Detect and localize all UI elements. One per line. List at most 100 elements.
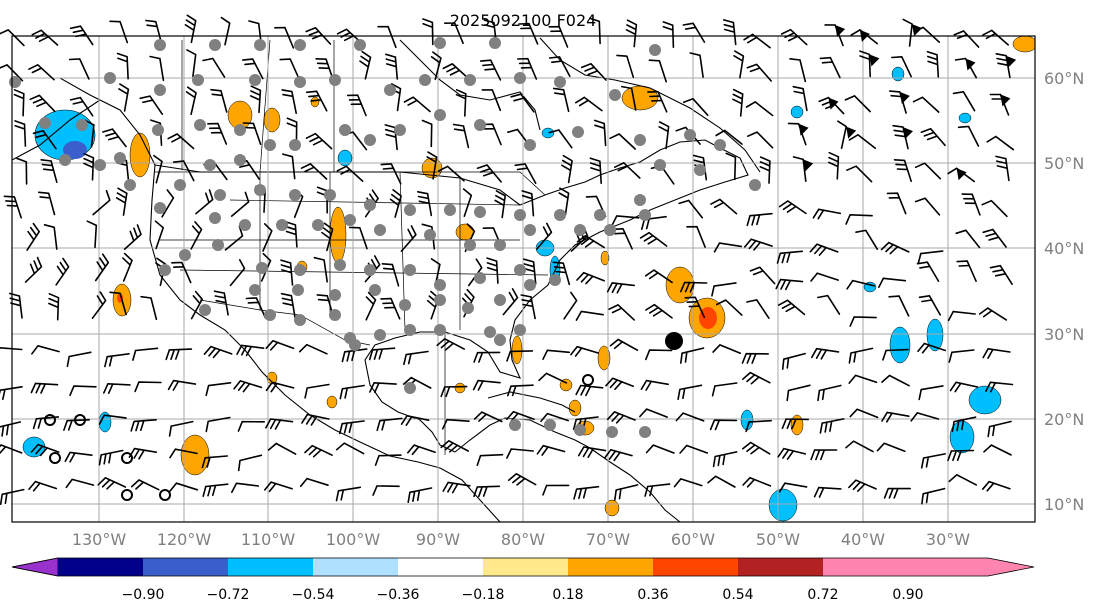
lon-label-50w: 50°W xyxy=(756,530,800,549)
wind-barb xyxy=(725,152,737,181)
station-dot xyxy=(249,74,261,86)
wind-barb xyxy=(48,293,60,321)
station-dot xyxy=(434,279,446,291)
wind-barb xyxy=(346,94,367,117)
wind-barb xyxy=(792,85,808,112)
wind-barb xyxy=(552,261,571,286)
station-dot xyxy=(256,262,268,274)
wind-barb xyxy=(548,129,573,149)
wind-barb xyxy=(123,224,142,250)
wind-barb xyxy=(917,250,944,265)
station-dot xyxy=(434,294,446,306)
station-dot xyxy=(489,37,501,49)
wind-barb xyxy=(185,86,197,116)
wind-barb xyxy=(548,25,569,48)
wind-barb xyxy=(912,96,940,113)
station-dot xyxy=(214,189,226,201)
wind-barb xyxy=(205,382,232,397)
wind-barb xyxy=(658,121,670,150)
wind-barb xyxy=(978,307,1008,321)
wind-barb xyxy=(709,419,738,431)
wind-barb xyxy=(109,291,127,316)
colorbar-tick-label: −0.36 xyxy=(377,587,420,603)
station-dot xyxy=(254,39,266,51)
wind-barb xyxy=(987,420,1012,438)
wind-flag xyxy=(846,126,857,139)
wind-barb xyxy=(747,131,774,149)
wind-barb xyxy=(349,226,368,250)
wind-barb xyxy=(819,418,845,434)
wind-barb xyxy=(609,338,639,351)
station-dot xyxy=(399,299,411,311)
wind-barb xyxy=(639,408,668,418)
wind-barb xyxy=(914,162,942,180)
wind-barb xyxy=(369,382,397,393)
wind-barb xyxy=(417,191,433,217)
wind-barb xyxy=(741,352,769,364)
station-dot xyxy=(404,382,416,394)
wind-barb xyxy=(473,411,503,423)
colorbar-segment-2 xyxy=(143,558,228,576)
wind-barb xyxy=(744,238,773,251)
wind-barb xyxy=(855,229,879,250)
wind-barb xyxy=(506,350,534,362)
wind-flag xyxy=(903,127,913,140)
wind-barb xyxy=(403,350,429,366)
wind-barb xyxy=(713,242,743,253)
wind-barb xyxy=(817,294,841,315)
wind-barb xyxy=(384,124,398,151)
station-dot xyxy=(444,204,456,216)
wind-barb xyxy=(372,485,400,496)
wind-barb xyxy=(611,215,640,226)
wind-barb xyxy=(422,18,434,46)
wind-barb xyxy=(947,449,975,462)
wind-barb xyxy=(778,200,807,215)
wind-barb xyxy=(476,453,504,466)
map-title: 2025092100 F024 xyxy=(450,11,597,30)
wind-barb xyxy=(722,19,737,46)
station-dot xyxy=(39,117,51,129)
station-dot xyxy=(192,74,204,86)
station-dot xyxy=(474,272,486,284)
wind-barb xyxy=(552,87,570,113)
wind-barb xyxy=(285,221,298,248)
wind-barb xyxy=(55,257,70,286)
wind-barb xyxy=(952,91,976,112)
station-dot xyxy=(714,139,726,151)
wind-barb xyxy=(40,159,58,183)
wind-barb xyxy=(573,485,600,500)
wind-barb xyxy=(746,212,773,227)
colorbar: −0.90 −0.72 −0.54 −0.36 −0.18 0.18 0.36 … xyxy=(11,557,1035,603)
wind-barb xyxy=(207,122,228,145)
wind-barb xyxy=(680,281,708,293)
station-dot xyxy=(554,76,566,88)
wind-barb xyxy=(315,58,334,81)
wind-barb xyxy=(134,381,162,393)
lon-label-120w: 120°W xyxy=(157,530,212,549)
wind-barb xyxy=(809,243,839,256)
wind-barb xyxy=(380,163,402,185)
wind-barb xyxy=(589,157,602,184)
wind-barb xyxy=(517,57,538,80)
wind-barb xyxy=(948,349,975,363)
wind-barb xyxy=(479,59,502,81)
station-dot xyxy=(474,206,486,218)
wind-barb xyxy=(380,297,401,320)
wind-barb xyxy=(538,372,568,384)
wind-barb xyxy=(848,479,877,492)
wind-barb xyxy=(811,347,840,360)
station-dot xyxy=(324,189,336,201)
wind-barb xyxy=(881,411,910,423)
station-dot xyxy=(394,124,406,136)
lat-label-10n: 10°N xyxy=(1044,495,1084,514)
wind-barb xyxy=(245,297,267,319)
wind-barb xyxy=(983,444,1012,456)
wind-barb xyxy=(891,56,912,78)
wind-barb xyxy=(845,214,873,225)
station-dot xyxy=(329,309,341,321)
station-dot xyxy=(159,264,171,276)
wind-barb xyxy=(92,190,111,216)
wind-barb xyxy=(910,412,940,422)
wind-barb xyxy=(444,22,464,45)
